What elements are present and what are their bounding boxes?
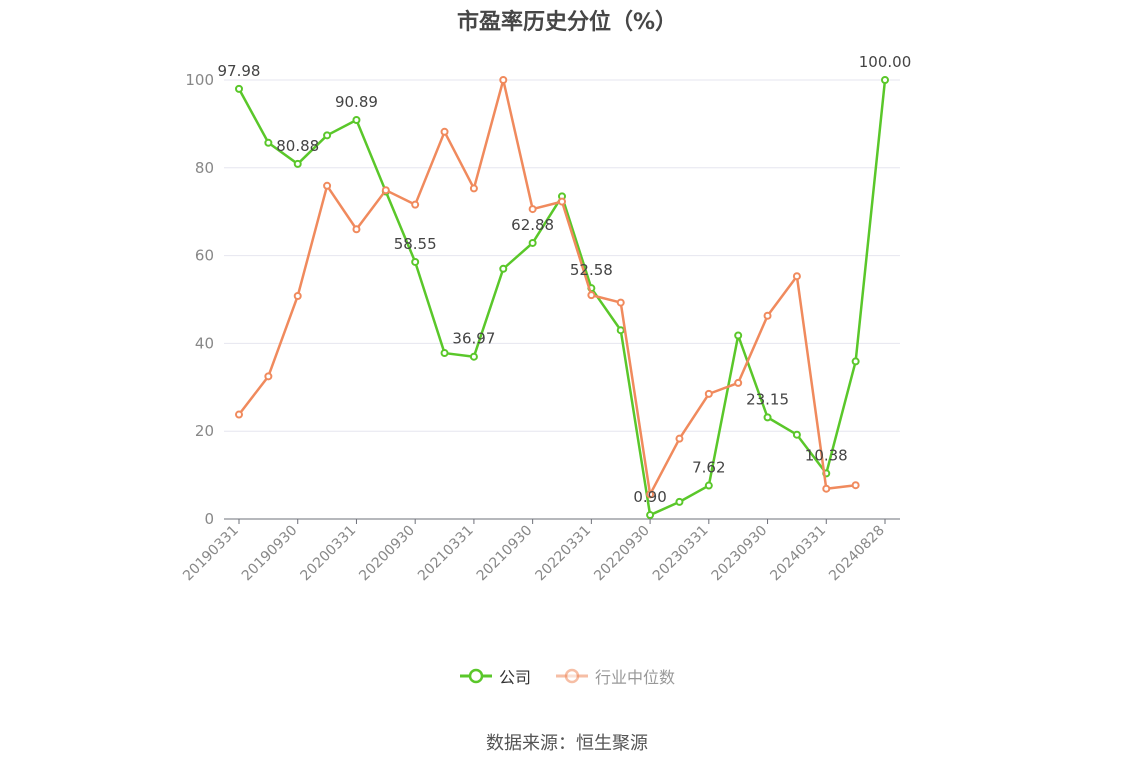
data-point: [616, 298, 625, 307]
data-point: [792, 272, 801, 281]
data-label-layer: 97.98 80.88 90.89 58.55 36.97 62.88 52.58 0.90 7…: [218, 53, 912, 506]
y-tick-label: 100: [185, 71, 214, 89]
data-point: [293, 291, 302, 300]
data-point: [440, 349, 449, 358]
x-tick-label: 20230930: [709, 523, 771, 585]
data-point: [528, 205, 537, 214]
data-point: [734, 378, 743, 387]
data-point: [264, 372, 273, 381]
x-tick-label: 20190930: [239, 523, 301, 585]
data-label: 36.97: [452, 330, 495, 348]
y-tick-label: 80: [195, 159, 214, 177]
legend-label: 公司: [498, 668, 531, 687]
data-point: [851, 481, 860, 490]
x-tick-label: 20190331: [180, 523, 242, 585]
data-point: [499, 76, 508, 84]
data-point: [704, 481, 713, 490]
legend-item-0[interactable]: 公司: [459, 664, 531, 688]
x-tick-label: 20240828: [826, 523, 888, 585]
data-point: [822, 484, 831, 493]
data-point: [235, 84, 243, 93]
data-point: [616, 326, 625, 335]
legend-item-1[interactable]: 行业中位数: [555, 664, 675, 688]
x-tick-label: 20210331: [415, 523, 477, 585]
x-tick-label: 20200331: [298, 523, 360, 585]
data-point: [469, 184, 478, 193]
data-label: 10.38: [805, 446, 848, 464]
data-point: [675, 434, 684, 443]
data-label: 7.62: [692, 459, 725, 477]
data-point: [646, 490, 655, 499]
x-tick-label: 20200930: [356, 523, 418, 585]
legend-label: 行业中位数: [595, 668, 676, 687]
data-label: 23.15: [746, 390, 789, 408]
data-point: [323, 181, 332, 190]
y-tick-label: 60: [195, 247, 214, 265]
data-label: 0.90: [633, 488, 666, 506]
x-tick-label: 20210930: [474, 523, 536, 585]
data-label: 100.00: [859, 53, 912, 71]
y-tick-label: 20: [195, 422, 214, 440]
data-point: [411, 257, 420, 266]
data-point: [235, 410, 243, 419]
data-label: 97.98: [218, 62, 261, 80]
data-point: [528, 238, 537, 247]
x-tick-label: 20220331: [532, 523, 594, 585]
data-point: [587, 291, 596, 300]
x-tick-label: 20240331: [767, 523, 829, 585]
series-layer: [235, 76, 889, 520]
x-tick-label: 20230331: [650, 523, 712, 585]
data-point: [264, 138, 273, 147]
data-point: [440, 127, 449, 136]
data-point: [763, 311, 772, 320]
data-point: [352, 115, 361, 124]
data-point: [293, 159, 302, 168]
data-label: 62.88: [511, 216, 554, 234]
data-point: [469, 352, 478, 361]
data-point: [734, 331, 743, 340]
data-point: [352, 225, 361, 234]
data-point: [381, 186, 390, 195]
x-tick-label: 20220930: [591, 523, 653, 585]
data-point: [675, 497, 684, 506]
legend-marker-icon: [459, 668, 492, 684]
legend-marker-icon: [556, 668, 588, 684]
grid-layer: [224, 79, 900, 432]
data-point: [704, 389, 713, 398]
source-note: 数据来源：恒生聚源: [486, 733, 648, 754]
data-label: 58.55: [394, 235, 437, 253]
chart-title: 市盈率历史分位（%）: [456, 10, 678, 35]
data-point: [792, 430, 801, 439]
series-line-1: [238, 78, 856, 496]
y-tick-label: 40: [195, 334, 214, 352]
data-point: [411, 200, 420, 209]
data-point: [499, 264, 508, 273]
data-label: 80.88: [276, 137, 319, 155]
legend: 公司 行业中位数: [0, 664, 1134, 690]
data-point: [851, 357, 860, 366]
data-point: [323, 131, 332, 140]
y-tick-label: 0: [204, 510, 214, 528]
data-point: [646, 511, 655, 520]
series-line-0: [237, 79, 887, 517]
data-point: [763, 413, 772, 422]
data-label: 52.58: [570, 261, 613, 279]
data-point: [558, 197, 566, 206]
data-point: [881, 76, 889, 84]
data-label: 90.89: [335, 93, 378, 111]
